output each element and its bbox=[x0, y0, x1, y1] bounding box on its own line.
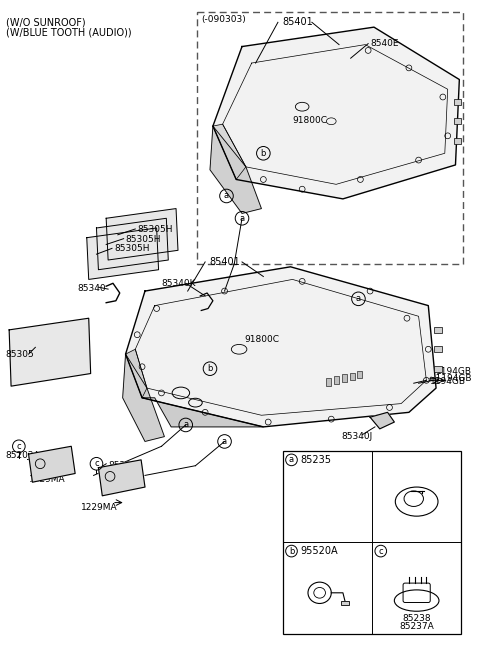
Polygon shape bbox=[370, 412, 395, 429]
Polygon shape bbox=[28, 447, 75, 482]
Bar bbox=[454, 118, 461, 124]
Text: 1194GB: 1194GB bbox=[436, 367, 472, 376]
Text: (W/O SUNROOF): (W/O SUNROOF) bbox=[6, 18, 86, 27]
Polygon shape bbox=[142, 398, 264, 427]
Text: 85305H: 85305H bbox=[126, 235, 161, 243]
Text: (-090303): (-090303) bbox=[201, 14, 246, 23]
Polygon shape bbox=[96, 218, 168, 270]
Text: 85401: 85401 bbox=[282, 18, 312, 27]
Text: c: c bbox=[16, 442, 21, 450]
Text: 85305H: 85305H bbox=[137, 225, 173, 234]
Text: 85340J: 85340J bbox=[341, 432, 372, 441]
Text: 1229MA: 1229MA bbox=[81, 503, 118, 512]
Polygon shape bbox=[87, 228, 158, 279]
Bar bbox=[434, 366, 442, 372]
Bar bbox=[326, 378, 331, 386]
Text: 95520A: 95520A bbox=[300, 546, 338, 556]
Polygon shape bbox=[9, 318, 91, 386]
Text: 1194GB: 1194GB bbox=[430, 378, 466, 387]
Polygon shape bbox=[213, 124, 246, 180]
Polygon shape bbox=[213, 27, 459, 199]
Bar bbox=[197, 12, 463, 264]
Polygon shape bbox=[126, 350, 147, 398]
Text: a: a bbox=[356, 294, 361, 303]
Text: 8540E: 8540E bbox=[370, 39, 398, 48]
Text: 91800C: 91800C bbox=[292, 117, 327, 126]
Text: (W/BLUE TOOTH (AUDIO)): (W/BLUE TOOTH (AUDIO)) bbox=[6, 27, 132, 37]
Bar bbox=[342, 374, 347, 382]
Bar bbox=[454, 99, 461, 105]
Bar bbox=[334, 376, 339, 384]
Text: 85305H: 85305H bbox=[114, 245, 149, 253]
Bar bbox=[358, 370, 362, 378]
Text: a: a bbox=[222, 437, 227, 446]
Text: 91800C: 91800C bbox=[244, 335, 279, 344]
Text: b: b bbox=[207, 364, 213, 373]
Text: 85237A: 85237A bbox=[399, 622, 434, 631]
Text: ←1194GB: ←1194GB bbox=[428, 374, 472, 383]
Text: a: a bbox=[224, 191, 229, 201]
Text: 1229MA: 1229MA bbox=[28, 475, 65, 484]
Bar bbox=[341, 601, 349, 605]
Bar bbox=[434, 346, 442, 352]
Text: 85201A: 85201A bbox=[108, 461, 143, 470]
Text: b: b bbox=[289, 547, 294, 555]
Text: a: a bbox=[183, 421, 188, 430]
Polygon shape bbox=[98, 460, 145, 496]
Polygon shape bbox=[210, 126, 262, 214]
Text: c: c bbox=[378, 547, 383, 555]
Text: a: a bbox=[240, 214, 245, 223]
Text: a: a bbox=[289, 456, 294, 464]
Text: 85305: 85305 bbox=[5, 350, 34, 359]
Text: 85238: 85238 bbox=[402, 614, 431, 623]
Polygon shape bbox=[123, 354, 164, 441]
Text: 85235: 85235 bbox=[300, 455, 331, 465]
Bar bbox=[434, 327, 442, 333]
Bar bbox=[350, 372, 355, 380]
Text: 85202A: 85202A bbox=[5, 451, 40, 460]
Text: 85340K: 85340K bbox=[161, 279, 196, 288]
Bar bbox=[283, 451, 461, 633]
Polygon shape bbox=[126, 267, 436, 427]
Text: 85401: 85401 bbox=[209, 257, 240, 267]
Text: c: c bbox=[94, 459, 99, 468]
Polygon shape bbox=[106, 208, 178, 260]
Text: b: b bbox=[261, 149, 266, 158]
Bar bbox=[454, 138, 461, 144]
Text: 85340: 85340 bbox=[77, 284, 106, 293]
